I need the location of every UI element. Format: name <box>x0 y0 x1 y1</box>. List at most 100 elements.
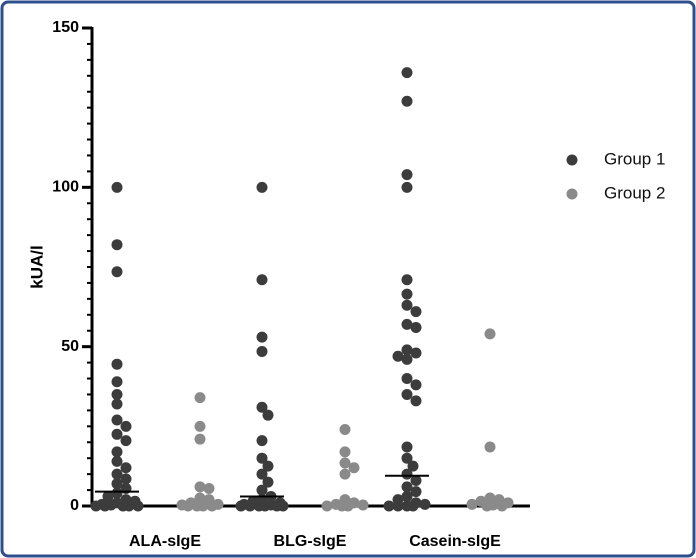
data-point <box>120 462 132 474</box>
x-tick-label: BLG-sIgE <box>274 533 347 550</box>
data-point <box>392 500 404 512</box>
data-point <box>401 67 413 79</box>
data-point <box>401 95 413 107</box>
data-point <box>466 498 478 510</box>
data-point <box>410 486 422 498</box>
data-point <box>339 457 351 469</box>
data-point <box>401 490 413 502</box>
data-point <box>401 318 413 330</box>
data-point <box>357 499 369 511</box>
data-point <box>111 376 123 388</box>
data-point <box>401 344 413 356</box>
data-point <box>206 500 218 512</box>
x-tick-label: Casein-sIgE <box>409 533 501 550</box>
data-point <box>410 379 422 391</box>
data-point <box>111 446 123 458</box>
data-point <box>111 455 123 467</box>
data-point <box>244 500 256 512</box>
data-point <box>339 468 351 480</box>
legend-marker <box>566 154 578 166</box>
data-point <box>120 435 132 447</box>
data-point <box>111 428 123 440</box>
data-point <box>401 468 413 480</box>
data-point <box>194 420 206 432</box>
y-tick-label: 150 <box>52 19 79 36</box>
data-point <box>117 500 129 512</box>
data-point <box>401 169 413 181</box>
data-point <box>481 500 493 512</box>
x-tick-label: ALA-sIgE <box>129 533 201 550</box>
data-point <box>256 484 268 496</box>
y-tick-label: 0 <box>70 497 79 514</box>
data-point <box>401 388 413 400</box>
data-point <box>419 498 431 510</box>
data-point <box>235 500 247 512</box>
data-point <box>401 452 413 464</box>
data-point <box>256 401 268 413</box>
data-point <box>203 482 215 494</box>
data-point <box>401 481 413 493</box>
data-point <box>256 345 268 357</box>
data-point <box>111 388 123 400</box>
data-point <box>194 433 206 445</box>
data-point <box>407 460 419 472</box>
y-tick-label: 50 <box>61 338 79 355</box>
data-point <box>277 500 289 512</box>
legend-label: Group 2 <box>604 183 665 202</box>
data-point <box>111 478 123 490</box>
data-point <box>256 435 268 447</box>
data-point <box>407 500 419 512</box>
data-point <box>111 266 123 278</box>
data-point <box>401 181 413 193</box>
data-point <box>410 395 422 407</box>
data-point <box>256 181 268 193</box>
data-point <box>111 398 123 410</box>
data-point <box>262 460 274 472</box>
data-point <box>401 373 413 385</box>
data-point <box>90 500 102 512</box>
data-point <box>383 500 395 512</box>
data-point <box>410 306 422 318</box>
data-point <box>401 299 413 311</box>
data-point <box>256 274 268 286</box>
data-point <box>111 414 123 426</box>
data-point <box>348 462 360 474</box>
data-point <box>410 347 422 359</box>
data-point <box>194 481 206 493</box>
data-point <box>262 476 274 488</box>
legend-label: Group 1 <box>604 149 665 168</box>
data-point <box>336 500 348 512</box>
legend-marker <box>566 188 578 200</box>
data-point <box>120 473 132 485</box>
data-point <box>259 500 271 512</box>
data-point <box>401 441 413 453</box>
data-point <box>392 350 404 362</box>
data-point <box>191 500 203 512</box>
data-point <box>484 441 496 453</box>
data-point <box>111 181 123 193</box>
data-point <box>256 468 268 480</box>
data-point <box>99 500 111 512</box>
data-point <box>111 358 123 370</box>
data-point <box>132 500 144 512</box>
data-point <box>410 322 422 334</box>
y-tick-label: 100 <box>52 179 79 196</box>
data-point <box>111 468 123 480</box>
data-point <box>120 420 132 432</box>
data-point <box>401 288 413 300</box>
data-point <box>111 239 123 251</box>
data-point <box>182 500 194 512</box>
data-point <box>102 490 114 502</box>
y-axis-label: kUA/l <box>27 245 46 288</box>
data-point <box>262 409 274 421</box>
data-point <box>401 353 413 365</box>
data-point <box>496 500 508 512</box>
data-point <box>339 424 351 436</box>
data-point <box>256 452 268 464</box>
data-point <box>321 500 333 512</box>
data-point <box>401 274 413 286</box>
data-point <box>256 331 268 343</box>
